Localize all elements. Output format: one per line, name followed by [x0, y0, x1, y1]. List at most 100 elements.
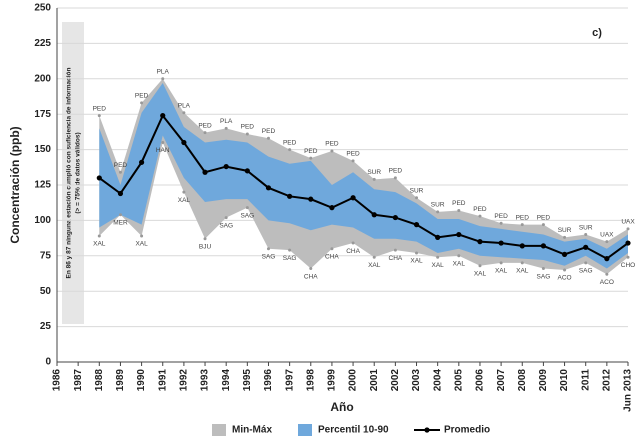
max-point	[97, 114, 101, 118]
mean-point	[160, 113, 166, 119]
min-label: SAG	[579, 268, 593, 275]
mean-point	[540, 243, 547, 249]
mean-point	[435, 234, 441, 240]
min-label: CHA	[304, 273, 318, 280]
min-point	[372, 255, 376, 259]
max-label: PED	[389, 168, 403, 175]
max-point	[266, 136, 270, 140]
x-tick-label: 2007	[496, 369, 507, 392]
max-label: SUR	[431, 202, 445, 209]
y-tick-label: 125	[34, 180, 51, 191]
min-point	[97, 234, 101, 238]
note: En 86 y 87 ninguna estación cumplió con …	[66, 68, 73, 279]
min-label: SAG	[262, 253, 276, 260]
max-point	[541, 223, 545, 227]
x-tick-label: 2009	[538, 369, 549, 392]
min-point	[309, 267, 313, 271]
x-tick-label: 1993	[200, 369, 211, 392]
x-tick-label: 2000	[348, 369, 359, 392]
mean-line	[98, 113, 629, 260]
min-label: XAL	[474, 270, 487, 277]
x-tick-label: 1986	[52, 369, 63, 392]
y-tick-label: 150	[34, 144, 51, 155]
min-label: HAN	[156, 147, 170, 154]
x-tick-label: 2010	[559, 369, 570, 392]
min-point	[563, 268, 567, 272]
mean-point	[287, 193, 293, 199]
min-label: SAG	[240, 212, 254, 219]
x-tick-label: 2003	[411, 369, 422, 392]
mean-point	[117, 190, 124, 197]
mean-point	[625, 240, 631, 246]
x-axis-title: Año	[330, 400, 353, 414]
x-tick-label: 2006	[475, 369, 486, 392]
x-tick-label: 1987	[73, 369, 84, 392]
max-point	[372, 177, 376, 181]
legend-label: Min-Máx	[232, 425, 272, 436]
legend-label: Promedio	[444, 425, 490, 436]
min-point	[182, 190, 186, 194]
max-label: PED	[135, 93, 149, 100]
mean-point	[244, 168, 250, 174]
x-tick-label: 1998	[305, 369, 316, 392]
min-point	[140, 234, 144, 238]
max-label: SUR	[367, 169, 381, 176]
min-point	[457, 254, 461, 258]
max-label: PED	[304, 148, 318, 155]
mean-point	[265, 185, 272, 191]
x-tick-label: 2001	[369, 369, 380, 392]
x-tick-label: 1990	[136, 369, 147, 392]
min-label: ACO	[600, 279, 614, 286]
max-point	[330, 149, 334, 153]
x-tick-label: 1992	[179, 369, 190, 392]
mean-point	[138, 159, 145, 165]
max-point	[288, 148, 292, 152]
max-label: PED	[346, 151, 360, 158]
min-point	[245, 206, 249, 210]
max-label: SUR	[579, 224, 593, 231]
min-point	[393, 248, 397, 252]
x-tick-label: 1999	[327, 369, 338, 392]
max-point	[499, 221, 503, 225]
max-point	[161, 77, 165, 81]
y-tick-label: 75	[40, 250, 52, 261]
max-label: PED	[241, 124, 255, 131]
legend-swatch	[298, 424, 312, 436]
mean-point	[329, 205, 335, 211]
x-tick-label: 1991	[157, 369, 168, 392]
max-point	[224, 126, 228, 130]
min-point	[541, 267, 545, 271]
min-label: ACO	[558, 275, 572, 282]
min-label: XAL	[432, 262, 445, 269]
mean-point	[456, 231, 462, 238]
max-point	[309, 156, 313, 160]
min-point	[436, 255, 440, 259]
x-tick-label: Jun 2013	[623, 369, 634, 412]
note-box	[62, 22, 84, 324]
x-tick-label: 1994	[221, 369, 232, 392]
x-tick-label: 1988	[94, 369, 105, 392]
x-tick-label: 2008	[517, 369, 528, 392]
min-point	[584, 261, 588, 265]
min-label: SAG	[537, 273, 551, 280]
mean-point	[477, 239, 483, 245]
min-label: XAL	[410, 258, 423, 265]
max-label: SUR	[558, 227, 572, 234]
max-label: PED	[473, 206, 487, 213]
max-point	[563, 235, 567, 239]
y-tick-label: 50	[40, 286, 52, 297]
max-point	[520, 223, 524, 227]
max-label: PLA	[220, 118, 233, 125]
mean-point	[371, 212, 377, 218]
legend-dot	[424, 427, 430, 433]
mean-point	[202, 169, 208, 175]
min-label: CHO	[621, 262, 635, 269]
y-tick-label: 250	[34, 3, 51, 14]
min-point	[330, 247, 334, 251]
max-label: UAX	[621, 219, 635, 226]
legend-label: Percentil 10-90	[318, 425, 389, 436]
min-label: XAL	[135, 241, 148, 248]
max-point	[393, 176, 397, 180]
min-point	[118, 213, 122, 217]
legend-swatch	[212, 424, 226, 436]
